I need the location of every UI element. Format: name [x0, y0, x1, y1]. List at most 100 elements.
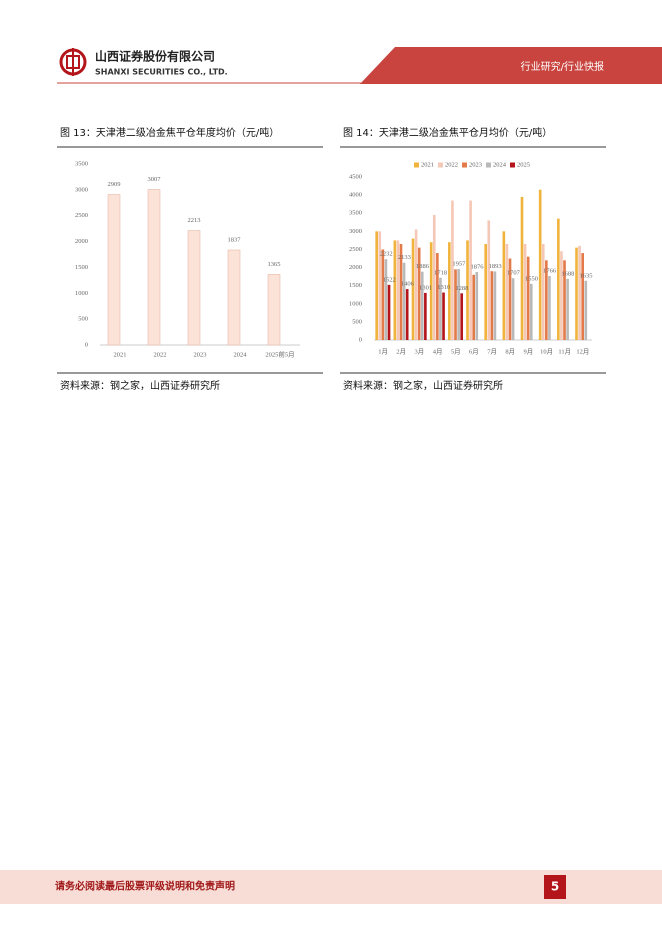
bar — [484, 244, 487, 340]
figure-caption: 图 13：天津港二级冶金焦平仓年度均价（元/吨） — [60, 126, 279, 139]
bar — [107, 194, 121, 346]
figure-source: 资料来源：钢之家，山西证券研究所 — [60, 379, 220, 392]
legend-label: 2024 — [493, 161, 507, 168]
company-name-en: SHANXI SECURITIES CO., LTD. — [95, 68, 228, 77]
x-tick-label: 2月 — [396, 347, 406, 355]
y-tick-label: 500 — [78, 316, 88, 323]
bar — [417, 247, 421, 340]
x-tick-label: 2022 — [154, 351, 167, 358]
y-tick-label: 3500 — [75, 160, 88, 167]
logo — [59, 48, 87, 76]
legend-label: 2023 — [469, 161, 482, 168]
data-label: 1288 — [455, 285, 468, 292]
x-tick-label: 6月 — [469, 347, 479, 355]
bar — [581, 253, 584, 340]
data-label: 1707 — [507, 270, 521, 277]
bar — [466, 240, 469, 340]
bar — [454, 269, 457, 340]
bar — [505, 244, 509, 340]
y-tick-label: 2000 — [75, 238, 88, 245]
data-label: 1522 — [383, 276, 396, 283]
y-tick-label: 500 — [352, 318, 362, 325]
data-label: 2213 — [188, 217, 201, 224]
bar — [511, 278, 515, 340]
bar — [439, 277, 442, 340]
legend-swatch — [510, 162, 515, 168]
bar — [267, 274, 281, 346]
data-label: 2232 — [380, 251, 393, 258]
disclaimer: 请务必阅读最后股票评级说明和免责声明 — [55, 880, 235, 893]
x-tick-label: 8月 — [505, 347, 515, 355]
y-tick-label: 4000 — [349, 192, 362, 199]
bar — [563, 260, 566, 340]
data-label: 1365 — [268, 261, 281, 268]
bar — [187, 230, 201, 346]
page-number: 5 — [551, 880, 559, 894]
data-label: 1550 — [525, 275, 538, 282]
data-label: 1406 — [401, 281, 415, 288]
bar — [420, 271, 424, 340]
x-tick-label: 11月 — [558, 347, 571, 355]
bar — [490, 271, 494, 340]
bar — [584, 280, 588, 340]
y-tick-label: 1000 — [75, 290, 88, 297]
bar — [411, 238, 415, 340]
legend-label: 2025 — [517, 161, 530, 168]
data-label: 3007 — [148, 176, 162, 183]
page-number-box — [544, 875, 566, 899]
legend-swatch — [414, 162, 419, 168]
y-tick-label: 1500 — [75, 264, 88, 271]
data-label: 1837 — [228, 236, 242, 243]
header-band — [360, 47, 662, 84]
bar — [375, 231, 378, 340]
bar — [378, 231, 382, 340]
bar — [520, 196, 524, 340]
data-label: 2133 — [398, 254, 411, 261]
data-label: 1301 — [419, 284, 432, 291]
x-tick-label: 2021 — [114, 351, 127, 358]
bar — [227, 249, 241, 346]
bar — [399, 244, 403, 340]
y-tick-label: 1500 — [349, 282, 362, 289]
x-tick-label: 7月 — [487, 347, 497, 355]
x-tick-label: 1月 — [378, 347, 388, 355]
company-name: 山西证券股份有限公司 — [95, 49, 215, 64]
x-tick-label: 5月 — [451, 347, 461, 355]
bar — [451, 200, 454, 340]
bar — [541, 244, 545, 340]
data-label: 1876 — [471, 264, 485, 271]
y-tick-label: 3000 — [75, 186, 88, 193]
data-label: 2909 — [108, 181, 121, 188]
bar — [402, 262, 406, 340]
bar — [575, 247, 578, 340]
data-label: 1766 — [543, 268, 557, 275]
bar — [526, 256, 530, 340]
bar — [147, 189, 161, 346]
data-label: 1310 — [437, 284, 450, 291]
y-tick-label: 2500 — [349, 246, 362, 253]
bar — [475, 272, 479, 340]
x-tick-label: 4月 — [433, 347, 443, 355]
bar — [387, 284, 391, 340]
bar — [436, 253, 439, 340]
bar — [538, 189, 542, 340]
bar — [578, 245, 581, 340]
y-tick-label: 0 — [85, 341, 88, 348]
bar — [502, 231, 506, 340]
bar — [523, 244, 527, 340]
bar — [396, 240, 400, 340]
bar — [493, 271, 497, 340]
x-tick-label: 10月 — [540, 347, 553, 355]
y-tick-label: 2500 — [75, 212, 88, 219]
x-tick-label: 2025前5月 — [265, 349, 294, 358]
bar — [548, 276, 551, 340]
bar — [405, 289, 409, 340]
figure-caption: 图 14：天津港二级冶金焦平仓月均价（元/吨） — [343, 126, 552, 139]
data-label: 1635 — [580, 272, 593, 279]
section-label: 行业研究/行业快报 — [521, 60, 604, 73]
bar — [472, 274, 475, 340]
figure-source: 资料来源：钢之家，山西证券研究所 — [343, 379, 503, 392]
y-tick-label: 1000 — [349, 300, 362, 307]
